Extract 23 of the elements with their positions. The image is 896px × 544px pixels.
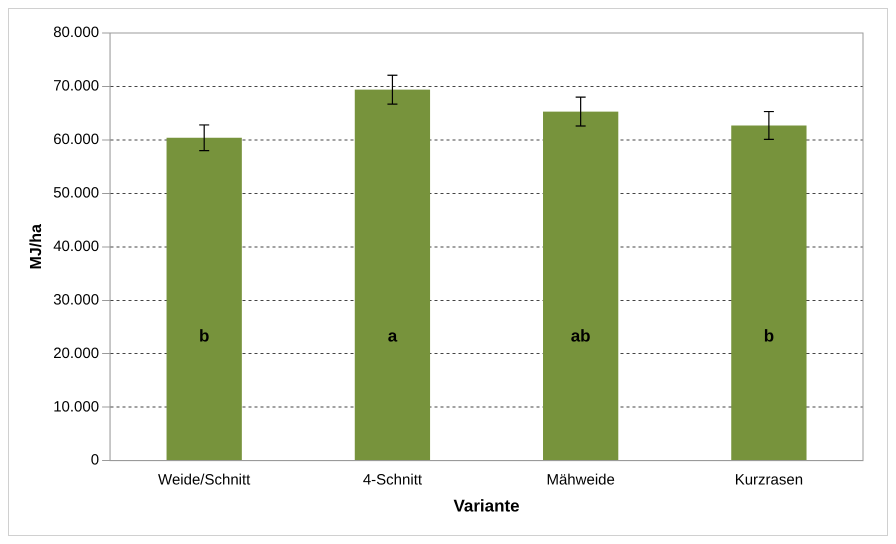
annotation: ab [570, 326, 591, 346]
x-tick-label: Mähweide [546, 472, 615, 489]
x-tick-label: Kurzrasen [734, 472, 804, 489]
bar [166, 138, 242, 460]
x-tick-label: Weide/Schnitt [158, 472, 252, 489]
y-tick-label: 40.000 [53, 238, 100, 255]
y-tick-label: 70.000 [53, 78, 100, 95]
annotation: a [388, 326, 398, 346]
y-axis-title: MJ/ha [28, 224, 46, 270]
y-tick-label: 20.000 [53, 344, 100, 362]
annotation: b [764, 326, 774, 346]
x-axis-title: Variante [453, 496, 520, 516]
x-tick-label: 4-Schnitt [362, 472, 423, 489]
y-tick-label: 30.000 [53, 291, 100, 308]
bar [731, 125, 807, 460]
annotation: b [199, 326, 210, 346]
bar [354, 90, 430, 460]
y-tick-label: 80.000 [53, 24, 100, 42]
y-tick-label: 0 [90, 452, 100, 469]
bar [543, 112, 618, 460]
y-tick-label: 10.000 [53, 398, 100, 416]
y-tick-label: 60.000 [53, 131, 100, 148]
y-tick-label: 50.000 [53, 184, 100, 202]
